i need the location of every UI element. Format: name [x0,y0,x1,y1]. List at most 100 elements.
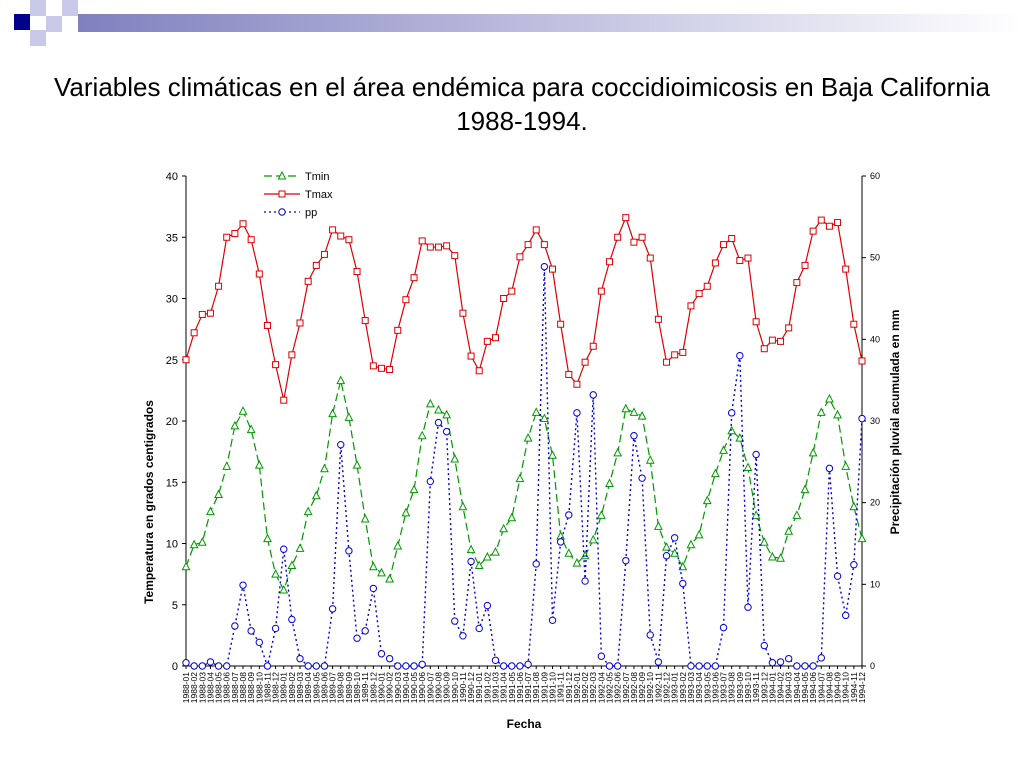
data-point [434,404,443,414]
data-point [621,403,631,413]
x-tick-label: 1991-10 [548,672,558,703]
data-point [557,320,565,328]
x-tick-label: 1992-05 [605,672,615,703]
slide-decoration [0,0,1024,46]
data-point [402,662,410,670]
data-point [337,232,345,240]
data-point [287,560,297,570]
data-point [328,605,337,613]
data-point [442,427,451,436]
data-point [288,615,296,624]
data-point [816,407,826,416]
data-point [181,561,191,571]
data-point [385,654,394,663]
x-tick-label: 1990-09 [442,672,452,703]
data-point [524,660,532,669]
x-tick-label: 1994-05 [800,672,810,703]
data-point [589,342,597,350]
data-point [418,660,426,669]
data-point [596,510,606,519]
data-point [223,662,231,670]
x-tick-label: 1993-02 [678,672,688,703]
data-point [263,533,272,543]
data-point [809,227,817,235]
x-tick-label: 1988-11 [262,672,272,703]
series-tmin [181,375,867,594]
x-tick-label: 1994-04 [792,672,802,703]
data-point [711,259,719,267]
data-point [858,414,866,423]
x-tick-label: 1994-08 [824,672,834,703]
data-point [190,662,198,670]
x-tick-label: 1991-04 [499,672,509,703]
data-point [752,318,760,326]
x-tick-label: 1989-04 [303,672,313,703]
data-point [549,265,557,273]
x-tick-label: 1994-12 [857,672,867,703]
x-tick-label: 1993-04 [694,672,704,703]
data-point [760,345,768,353]
legend-label: pp [305,207,317,219]
data-point [663,358,671,366]
data-point [409,484,419,494]
x-tick-label: 1992-10 [645,672,655,703]
data-point [393,540,403,550]
y-tick-label: 25 [166,355,178,367]
data-point [809,662,817,670]
x-tick-label: 1994-06 [808,672,818,703]
y2-axis-label: Precipitación pluvial acumulada en mm [888,310,902,535]
x-tick-label: 1991-08 [531,672,541,703]
data-point [450,453,460,463]
data-point [710,468,720,478]
data-point [679,579,687,588]
data-point [606,258,614,266]
data-point [336,375,346,385]
x-tick-label: 1993-08 [727,672,737,703]
data-point [638,233,646,241]
slide-title: Variables climáticas en el área endémica… [54,72,990,136]
data-point [304,277,312,285]
x-tick-label: 1993-03 [686,672,696,703]
legend-label: Tmax [305,189,333,201]
x-tick-label: 1993-07 [719,672,729,703]
data-point [271,624,280,633]
data-point [434,418,443,427]
x-tick-label: 1991-01 [474,672,484,703]
data-point [231,622,239,630]
data-point [531,407,541,416]
data-point [703,282,711,290]
data-point [645,455,655,464]
x-tick-label: 1992-07 [621,672,631,703]
x-tick-label: 1993-12 [759,672,769,703]
x-tick-label: 1990-12 [466,672,476,703]
data-point [573,409,581,417]
data-point [459,632,467,640]
data-point [736,351,744,360]
x-tick-label: 1994-07 [816,672,826,703]
data-point [801,662,809,670]
data-point [377,364,385,372]
y2-tick-label: 50 [870,253,880,263]
data-point [353,268,361,276]
data-point [614,233,622,241]
data-point [678,561,688,571]
data-point [239,220,247,228]
y-tick-label: 30 [166,294,178,306]
data-point [841,461,851,470]
data-point [410,662,418,670]
data-point [451,617,459,625]
data-point [850,561,858,569]
data-point [198,662,206,670]
data-point [736,257,744,265]
data-point [540,262,549,271]
data-point [466,544,476,554]
data-point [255,638,264,647]
x-tick-label: 1990-03 [393,672,403,703]
data-point [272,361,280,369]
chart-axes: 051015202530354001020304050601988-011988… [166,171,880,703]
data-point [572,558,582,567]
y-tick-label: 5 [172,600,178,612]
data-point [467,352,475,360]
data-point [638,474,646,482]
data-point [394,326,402,334]
